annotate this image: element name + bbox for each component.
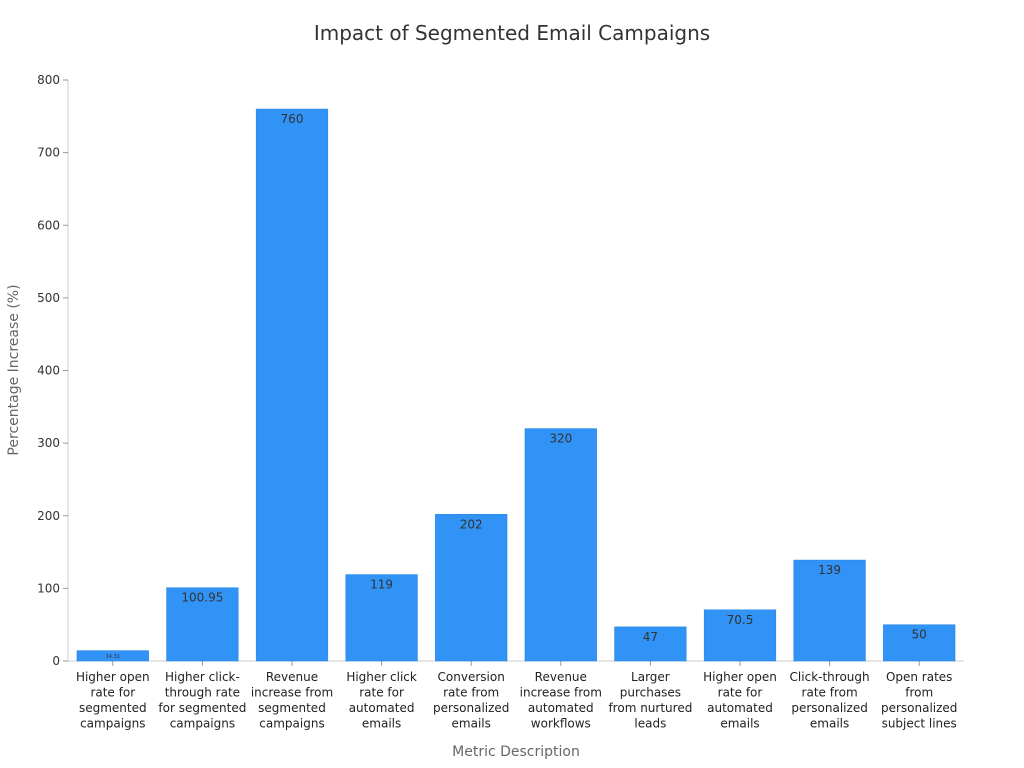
bar (703, 609, 777, 662)
x-category-label-line: Higher click (346, 670, 417, 684)
x-category-label-line: rate for (90, 686, 135, 700)
x-category-label-line: segmented (258, 701, 326, 715)
bar-data-label: 119 (370, 578, 393, 592)
y-axis-title: Percentage Increase (%) (6, 284, 22, 455)
x-category-label-line: Open rates (886, 670, 953, 684)
x-category-label-line: emails (452, 717, 491, 731)
bar-data-label: 320 (549, 432, 572, 446)
x-category-label: Revenue increase from segmented campaigns (251, 670, 333, 731)
bar-data-label: 139 (818, 563, 841, 577)
x-category-label-line: increase from (251, 686, 333, 700)
x-category-label-line: Higher open (76, 670, 150, 684)
x-category-label-line: emails (362, 717, 401, 731)
x-category-label-line: personalized (791, 701, 867, 715)
x-category-label: Higher open rate for automated emails (703, 670, 777, 731)
bar-data-label: 50 (912, 628, 927, 642)
x-category-label: Larger purchases from nurtured leads (608, 670, 692, 731)
bar (883, 624, 956, 662)
x-category-label-line: campaigns (80, 717, 145, 731)
x-category-label: Open rates from personalized subject lines (881, 670, 957, 731)
x-category-label: Higher click-through rate for segmented ca… (158, 670, 246, 731)
x-category-label-line: subject lines (882, 717, 957, 731)
x-category-label-line: campaigns (259, 717, 324, 731)
bar (435, 514, 508, 662)
x-category-label-line: rate for (359, 686, 404, 700)
x-category-label-line: Conversion (438, 670, 505, 684)
x-category-label-line: rate from (802, 686, 858, 700)
category-labels-group: Higher open rate for segmented campaignsHig… (76, 670, 957, 731)
y-axis: 0 100 200 300 400 500 600 700 800 (37, 73, 69, 668)
x-category-label-line: Revenue (535, 670, 587, 684)
bar (345, 574, 418, 662)
x-category-label-line: Higher click- (165, 670, 240, 684)
x-category-label: Higher open rate for segmented campaigns (76, 670, 150, 731)
x-category-label-line: emails (720, 717, 759, 731)
chart-title: Impact of Segmented Email Campaigns (314, 21, 710, 45)
x-category-label-line: Higher open (703, 670, 777, 684)
bar-data-label: 47 (643, 630, 658, 644)
x-category-label-line: automated (707, 701, 773, 715)
x-category-label: Revenue increase from automated workflows (520, 670, 602, 731)
x-category-label: Click-through rate from personalized emails (790, 670, 870, 731)
x-category-label-line: through rate (165, 686, 240, 700)
x-category-label-line: personalized (433, 701, 509, 715)
y-tick-label: 700 (37, 146, 60, 160)
x-category-label-line: from nurtured (608, 701, 692, 715)
bar (524, 428, 597, 662)
bar (614, 626, 687, 662)
x-category-label-line: increase from (520, 686, 602, 700)
y-tick-label: 400 (37, 364, 60, 378)
x-category-label: Higher click rate for automated emails (346, 670, 417, 731)
x-category-label-line: emails (810, 717, 849, 731)
x-category-label-line: Revenue (266, 670, 318, 684)
y-tick-label: 500 (37, 291, 60, 305)
bar-data-label: 100.95 (181, 591, 223, 605)
x-category-label-line: Click-through (790, 670, 870, 684)
x-category-label-line: campaigns (170, 717, 235, 731)
bar (255, 108, 329, 662)
x-axis (68, 660, 964, 666)
x-category-label-line: segmented (79, 701, 147, 715)
y-tick-label: 300 (37, 436, 60, 450)
x-category-label-line: personalized (881, 701, 957, 715)
x-category-label-line: for segmented (158, 701, 246, 715)
bar-data-label: 202 (460, 517, 483, 531)
y-tick-label: 100 (37, 581, 60, 595)
x-category-label-line: purchases (620, 686, 681, 700)
bars-group (76, 108, 956, 662)
x-category-label-line: automated (528, 701, 594, 715)
bar (166, 587, 239, 662)
y-tick-label: 600 (37, 218, 60, 232)
y-tick-label: 0 (52, 654, 60, 668)
bar (76, 650, 149, 662)
bar-data-label: 14.31 (106, 654, 120, 660)
x-category-label-line: Larger (631, 670, 670, 684)
x-category-label-line: automated (349, 701, 415, 715)
x-category-label-line: rate for (718, 686, 763, 700)
y-tick-label: 800 (37, 73, 60, 87)
data-labels-group: 14.31 100.95 760 119 202 320 47 70.5 139 50 (106, 112, 927, 660)
x-category-label-line: rate from (443, 686, 499, 700)
bar-data-label: 70.5 (727, 613, 754, 627)
bar-data-label: 760 (281, 112, 304, 126)
y-tick-label: 200 (37, 509, 60, 523)
bar (793, 559, 866, 662)
x-category-label-line: leads (634, 717, 666, 731)
x-category-label-line: workflows (531, 717, 591, 731)
x-axis-title: Metric Description (452, 744, 580, 760)
x-category-label: Conversion rate from personalized emails (433, 670, 509, 731)
x-category-label-line: from (905, 686, 933, 700)
